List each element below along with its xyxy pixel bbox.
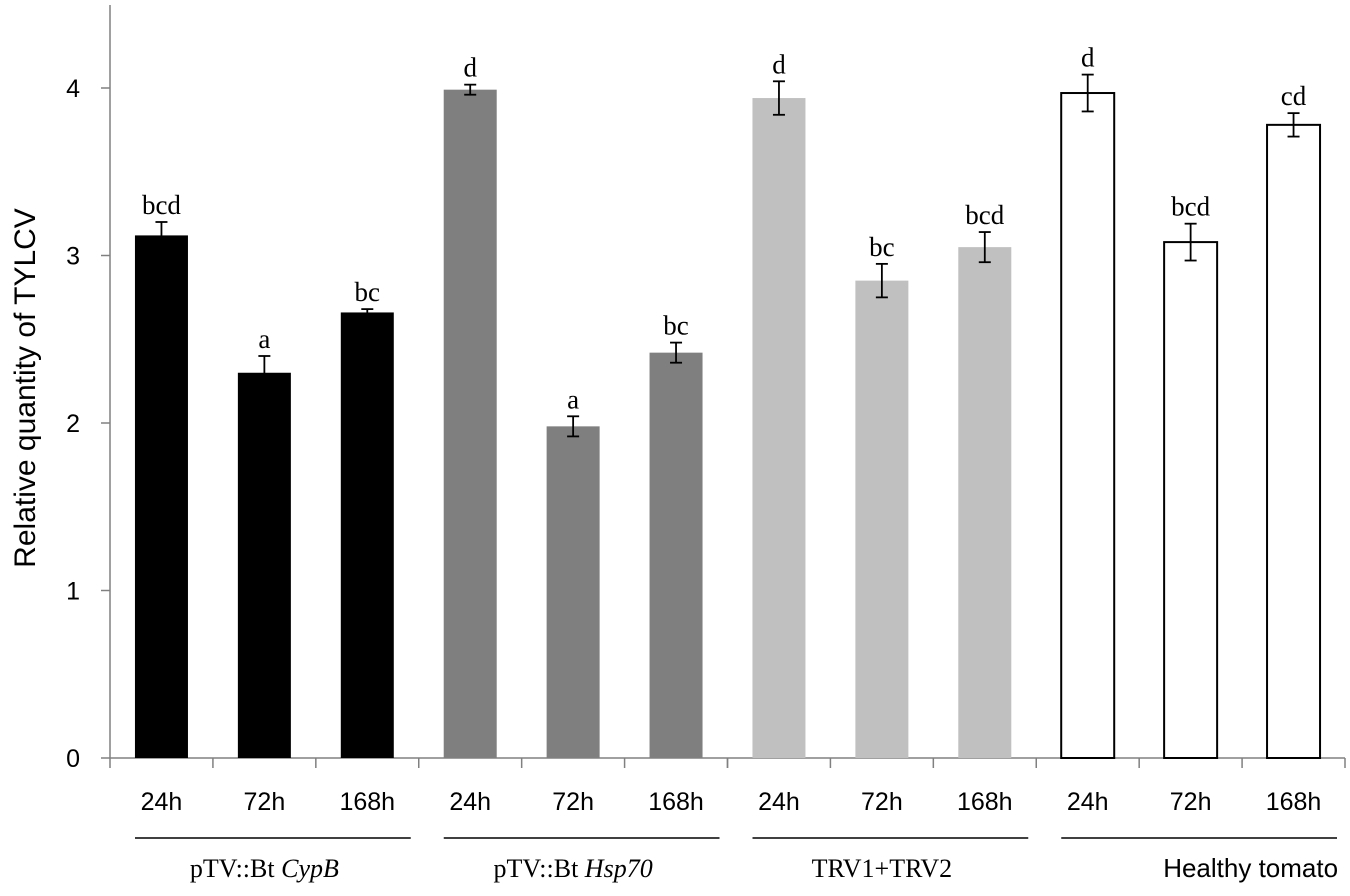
bar — [134, 235, 188, 758]
significance-label: d — [772, 49, 786, 79]
y-tick-label: 3 — [66, 243, 80, 271]
bar — [546, 426, 600, 758]
bar — [443, 89, 497, 759]
group-label: pTV::Bt CypB — [190, 854, 339, 883]
x-tick-label: 168h — [1266, 788, 1322, 816]
significance-label: a — [567, 384, 579, 414]
x-tick-label: 24h — [758, 788, 800, 816]
bar — [752, 98, 806, 759]
significance-label: cd — [1281, 81, 1307, 111]
y-tick-label: 4 — [66, 75, 80, 103]
significance-label: bcd — [1171, 192, 1210, 222]
group-label: pTV::Bt Hsp70 — [494, 854, 653, 883]
group-label-text: pTV::Bt — [494, 854, 585, 883]
x-tick-label: 72h — [861, 788, 903, 816]
group-label-text: TRV1+TRV2 — [812, 854, 953, 883]
group-label-italic: Hsp70 — [584, 854, 653, 883]
x-tick-label: 24h — [1067, 788, 1109, 816]
x-tick-label: 72h — [1170, 788, 1212, 816]
x-tick-label: 168h — [957, 788, 1013, 816]
x-tick-label: 168h — [648, 788, 704, 816]
bar — [1060, 92, 1116, 759]
bars — [134, 73, 1322, 760]
bar — [855, 280, 909, 758]
significance-label: bcd — [142, 190, 181, 220]
significance-label: d — [1081, 43, 1095, 73]
x-tick-label: 24h — [449, 788, 491, 816]
significance-label: bc — [869, 232, 895, 262]
group-label-text: Healthy tomato — [1163, 853, 1338, 883]
group-label-italic: CypB — [281, 854, 339, 883]
x-tick-label: 168h — [339, 788, 395, 816]
bar — [649, 352, 703, 758]
y-tick-label: 1 — [66, 578, 80, 606]
x-tick-label: 72h — [244, 788, 286, 816]
y-tick-label: 0 — [66, 745, 80, 773]
group-label-text: pTV::Bt — [190, 854, 281, 883]
x-tick-label: 24h — [141, 788, 183, 816]
bar — [1266, 123, 1322, 760]
axes: 0 1 2 3 4 — [66, 5, 1346, 839]
group-label: Healthy tomato — [1163, 853, 1338, 883]
significance-label: bc — [663, 311, 689, 341]
significance-label: a — [258, 324, 270, 354]
significance-label: bcd — [965, 200, 1004, 230]
bar — [340, 312, 394, 758]
significance-label: bc — [355, 277, 381, 307]
group-label: TRV1+TRV2 — [812, 854, 953, 883]
bar — [237, 372, 291, 758]
significance-label: d — [463, 53, 477, 83]
bar — [1163, 241, 1219, 760]
y-tick-label: 2 — [66, 410, 80, 438]
bar — [958, 247, 1012, 758]
y-axis-label: Relative quantity of TYLCV — [9, 208, 42, 568]
x-tick-label: 72h — [552, 788, 594, 816]
